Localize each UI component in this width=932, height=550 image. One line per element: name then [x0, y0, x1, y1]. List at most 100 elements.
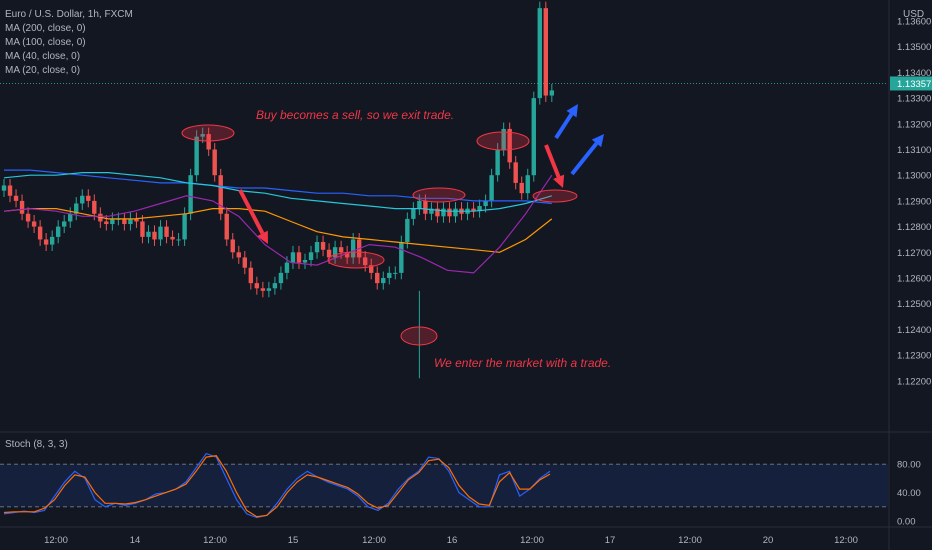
- candle-body: [423, 200, 428, 214]
- candle-body: [182, 213, 187, 240]
- candle-body: [429, 208, 434, 214]
- price-tick-label: 1.13100: [897, 145, 931, 156]
- stoch-band-fill: [0, 464, 888, 507]
- candle-body: [314, 242, 320, 253]
- blue-arrow: [554, 104, 578, 140]
- time-tick-label: 14: [130, 535, 141, 546]
- ma20-legend: MA (20, close, 0): [5, 65, 81, 76]
- ma200-legend: MA (200, close, 0): [5, 23, 86, 34]
- ma40-legend: MA (40, close, 0): [5, 51, 81, 62]
- candle-body: [320, 242, 326, 250]
- candle-body: [290, 252, 296, 263]
- time-tick-label: 12:00: [44, 535, 68, 546]
- candle-body: [296, 252, 302, 263]
- highlight-ellipse: [400, 326, 438, 346]
- time-tick-label: 12:00: [203, 535, 227, 546]
- candle-body: [302, 260, 308, 263]
- stoch-tick-label: 0.00: [897, 517, 916, 528]
- stoch-d-line: [3, 455, 551, 518]
- candle-body: [260, 288, 266, 291]
- candle-body: [218, 175, 223, 214]
- candle-body: [86, 195, 91, 201]
- candle-body: [140, 221, 145, 237]
- candle-body: [417, 200, 422, 209]
- candle-body: [134, 218, 139, 222]
- candle-body: [375, 272, 380, 284]
- price-tick-label: 1.12800: [897, 222, 931, 233]
- price-tick-label: 1.12200: [897, 376, 931, 387]
- ma40-line: [3, 208, 553, 253]
- candle-body: [489, 175, 494, 201]
- time-tick-label: 12:00: [678, 535, 702, 546]
- candle-body: [483, 200, 488, 207]
- candle-body: [176, 239, 181, 241]
- candle-body: [25, 213, 31, 222]
- candle-body: [37, 226, 43, 240]
- candle-body: [68, 213, 73, 222]
- candle-body: [49, 236, 55, 245]
- candle-body: [537, 8, 542, 99]
- candle-body: [453, 208, 458, 217]
- candle-body: [188, 175, 193, 214]
- ma200-line: [4, 169, 552, 205]
- time-tick-label: 12:00: [520, 535, 544, 546]
- candle-body: [212, 149, 217, 176]
- highlight-ellipse: [181, 124, 235, 142]
- candle-body: [19, 200, 25, 214]
- enter-annotation: We enter the market with a trade.: [434, 356, 612, 370]
- candle-body: [272, 283, 278, 289]
- price-tick-label: 1.13300: [897, 94, 931, 105]
- sell-annotation: Buy becomes a sell, so we exit trade.: [256, 108, 455, 122]
- candle-body: [344, 252, 350, 258]
- highlight-ellipse: [476, 131, 530, 151]
- candle-body: [110, 218, 115, 225]
- candle-body: [471, 208, 476, 212]
- candle-body: [13, 195, 19, 201]
- candle-body: [242, 257, 247, 268]
- candle-body: [519, 182, 524, 194]
- candle-body: [7, 185, 13, 196]
- candle-body: [128, 218, 133, 225]
- highlight-ellipse: [412, 187, 466, 203]
- candle-body: [164, 226, 169, 237]
- red-arrow: [544, 144, 565, 188]
- candle-body: [92, 200, 97, 214]
- time-tick-label: 12:00: [362, 535, 386, 546]
- candle-body: [122, 218, 127, 225]
- candle-body: [387, 272, 392, 278]
- candle-body: [43, 239, 49, 245]
- time-tick-label: 20: [763, 535, 774, 546]
- candle-body: [393, 272, 398, 274]
- candle-body: [363, 257, 368, 266]
- candle-body: [531, 98, 536, 176]
- candle-body: [549, 90, 555, 96]
- candle-body: [495, 149, 500, 176]
- time-tick-label: 15: [288, 535, 299, 546]
- candle-body: [338, 247, 344, 253]
- currency-label: USD: [903, 9, 925, 20]
- price-tick-label: 1.13000: [897, 171, 931, 182]
- candle-body: [411, 208, 416, 219]
- candle-body: [55, 226, 61, 237]
- price-tick-label: 1.13400: [897, 68, 931, 79]
- candle-body: [80, 195, 85, 204]
- candle-body: [399, 242, 404, 273]
- ma20-line: [3, 174, 553, 274]
- blue-arrow: [570, 134, 604, 176]
- red-arrow: [238, 189, 268, 244]
- ma100-legend: MA (100, close, 0): [5, 37, 86, 48]
- candle-body: [62, 221, 67, 227]
- price-tick-label: 1.13500: [897, 42, 931, 53]
- candle-body: [170, 236, 175, 240]
- candle-body: [74, 203, 79, 214]
- candle-body: [543, 8, 548, 96]
- candle-body: [381, 278, 386, 284]
- candle-body: [200, 134, 205, 137]
- price-tick-label: 1.12700: [897, 248, 931, 259]
- candle-body: [369, 265, 374, 273]
- candle-body: [236, 252, 241, 258]
- ma100-line: [3, 172, 552, 212]
- candle-body: [326, 249, 332, 258]
- candle-body: [405, 218, 410, 243]
